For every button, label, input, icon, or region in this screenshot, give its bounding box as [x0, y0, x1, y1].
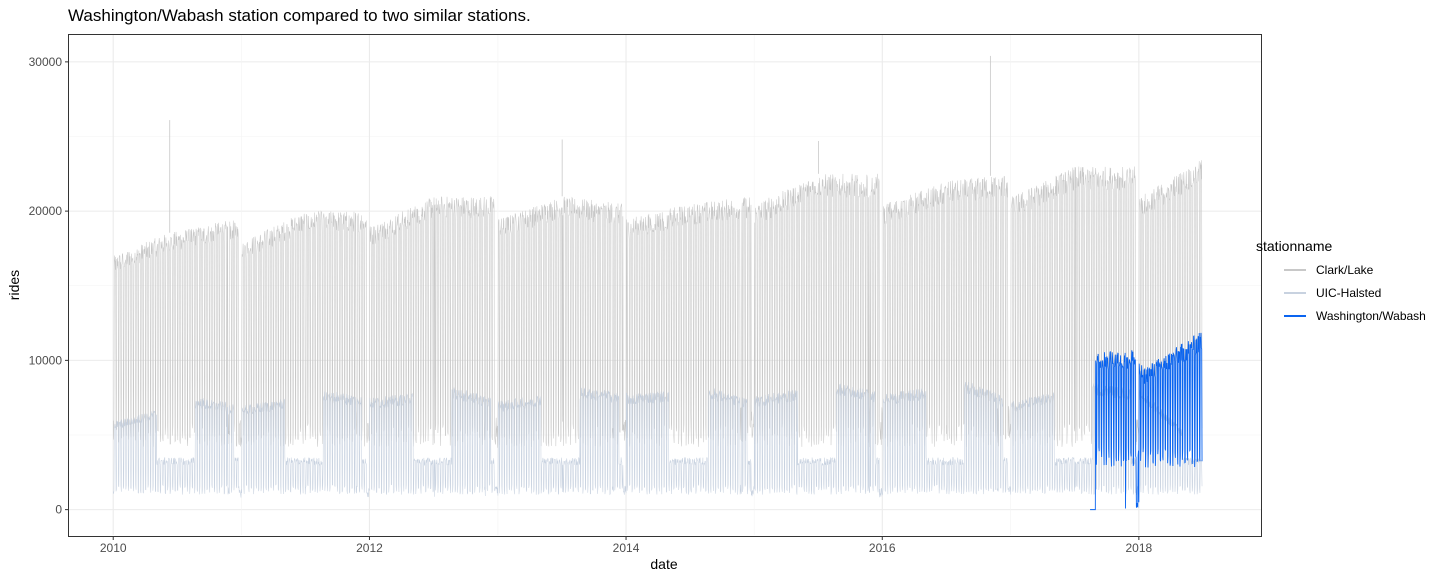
y-tick-label: 0	[55, 503, 62, 517]
y-axis-label: rides	[6, 270, 22, 300]
y-tick-label: 10000	[29, 353, 63, 367]
x-tick-label: 2012	[356, 541, 383, 555]
chart-title: Washington/Wabash station compared to tw…	[68, 6, 531, 25]
series-line	[112, 381, 1203, 498]
x-tick-label: 2016	[869, 541, 896, 555]
legend-key	[1284, 291, 1306, 294]
legend: stationname Clark/Lake UIC-Halsted Washing…	[1256, 238, 1426, 327]
series-layer	[112, 55, 1203, 511]
legend-item: Clark/Lake	[1256, 258, 1426, 281]
y-tick-label: 30000	[29, 55, 63, 69]
legend-label: Washington/Wabash	[1316, 308, 1426, 323]
legend-title: stationname	[1256, 238, 1333, 254]
x-tick-label: 2018	[1126, 541, 1153, 555]
y-tick-label: 20000	[29, 204, 63, 218]
legend-item: UIC-Halsted	[1256, 281, 1426, 304]
legend-key	[1284, 268, 1306, 271]
series-line	[1090, 332, 1203, 511]
x-tick-label: 2010	[100, 541, 127, 555]
x-axis-label: date	[650, 556, 677, 572]
legend-key	[1284, 314, 1306, 317]
axes: 0 10000 20000 30000 2010 2012 2014 2016 2018	[29, 55, 1153, 555]
legend-item: Washington/Wabash	[1256, 304, 1426, 327]
legend-label: UIC-Halsted	[1316, 285, 1382, 300]
legend-items: Clark/Lake UIC-Halsted Washington/Wabash	[1256, 258, 1426, 327]
legend-label: Clark/Lake	[1316, 262, 1374, 277]
x-tick-label: 2014	[613, 541, 640, 555]
plot-border	[68, 34, 1262, 537]
